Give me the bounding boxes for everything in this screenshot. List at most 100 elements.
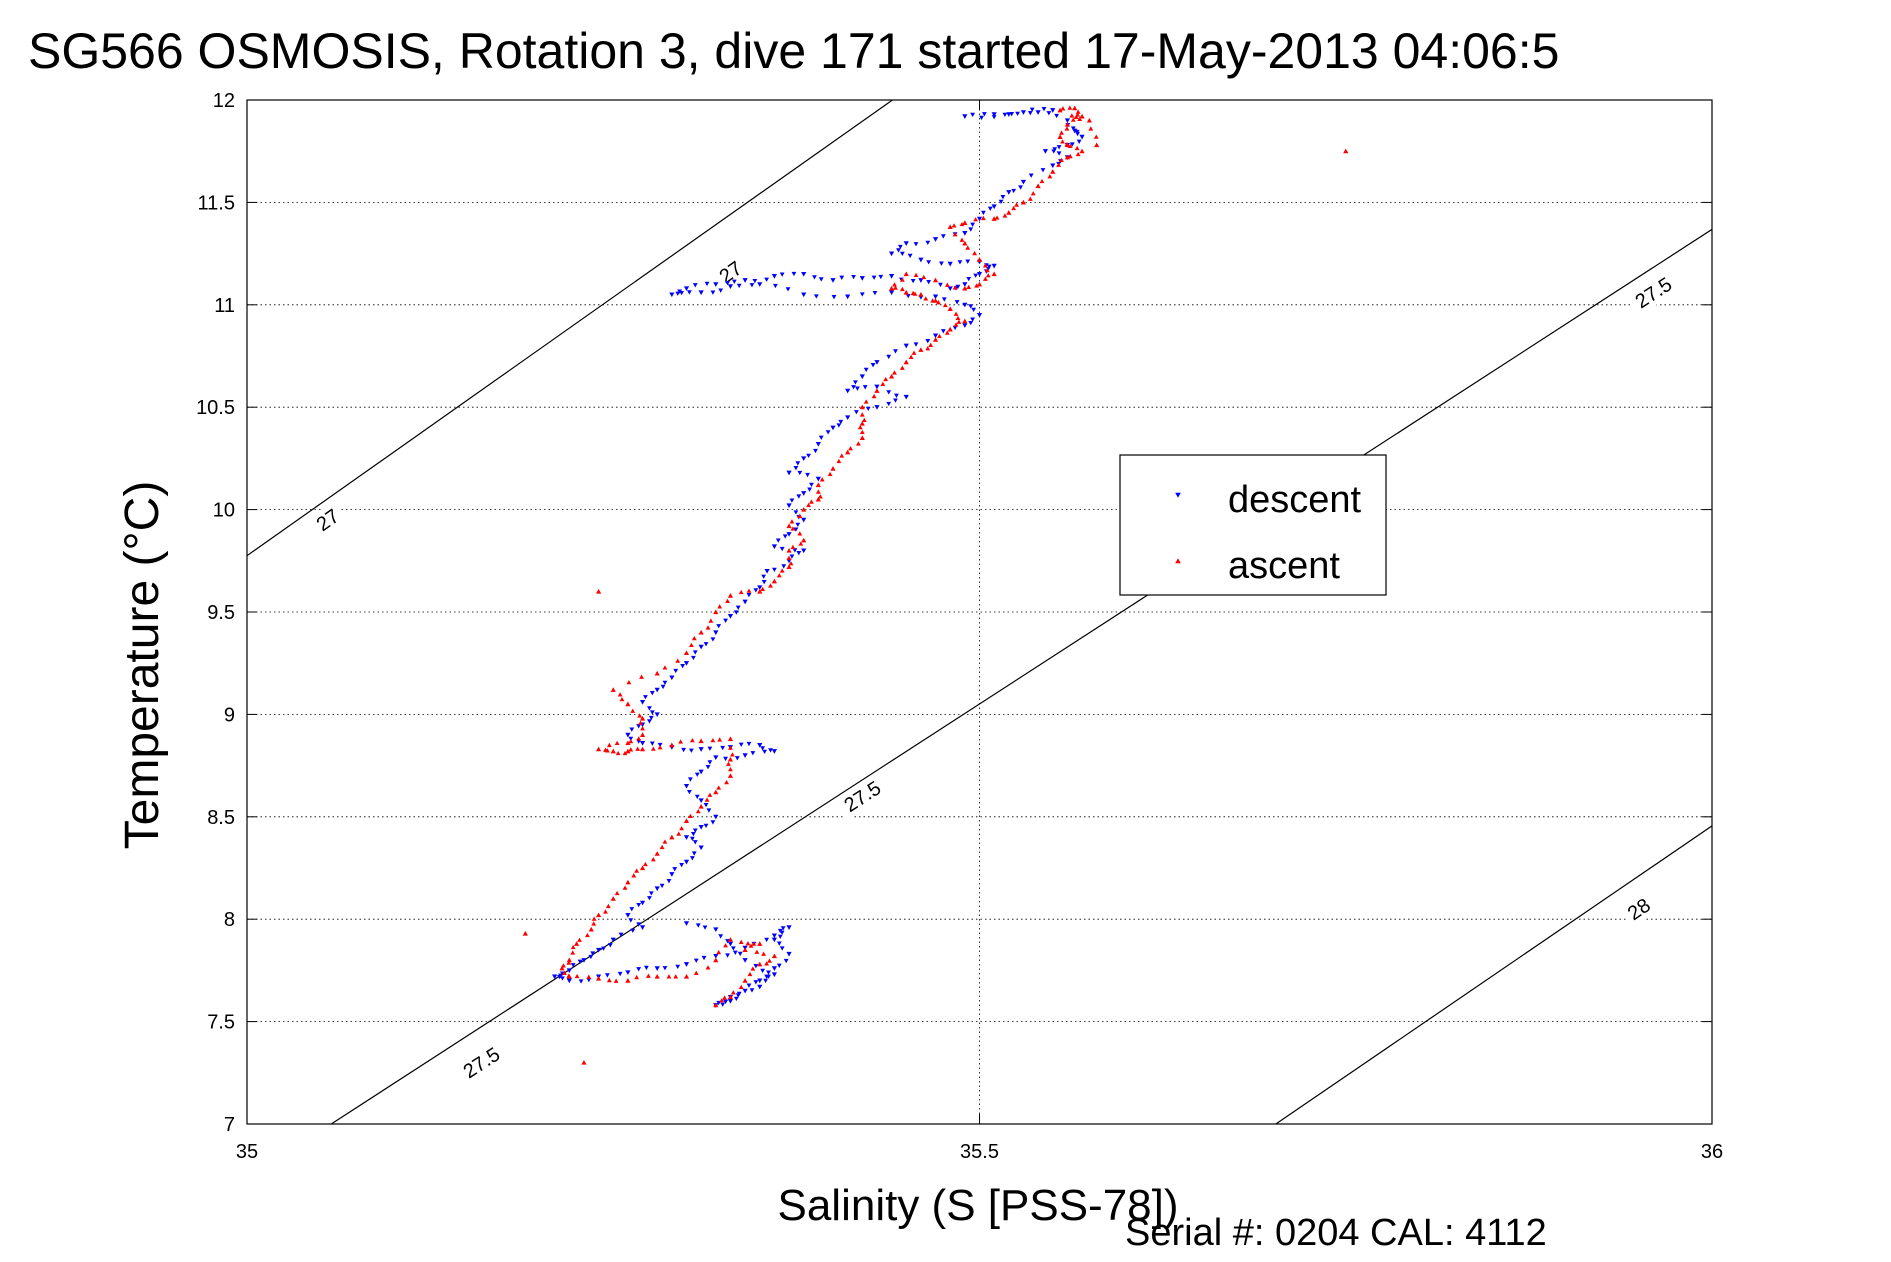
data-point-descent xyxy=(618,932,624,937)
data-point-descent xyxy=(976,272,983,277)
data-point-descent xyxy=(1002,112,1008,118)
data-point-descent xyxy=(962,323,968,328)
data-point-descent xyxy=(1018,185,1023,190)
data-point-descent xyxy=(1046,111,1052,116)
data-point-ascent xyxy=(683,650,690,656)
contour-label-bg xyxy=(833,772,891,821)
data-point-descent xyxy=(764,937,770,943)
data-point-descent xyxy=(813,294,819,299)
data-point-descent xyxy=(957,260,963,265)
data-point-ascent xyxy=(730,752,735,757)
data-point-descent xyxy=(698,824,704,830)
data-point-descent xyxy=(793,466,799,471)
data-point-ascent xyxy=(689,737,695,743)
data-point-descent xyxy=(886,390,892,395)
data-point-ascent xyxy=(1074,145,1080,151)
data-point-descent xyxy=(991,112,997,117)
data-point-ascent xyxy=(757,961,763,967)
data-point-ascent xyxy=(566,973,572,978)
data-point-descent xyxy=(581,958,587,963)
data-point-ascent xyxy=(776,573,782,578)
data-point-descent xyxy=(1020,179,1027,185)
data-point-descent xyxy=(683,962,690,967)
data-point-descent xyxy=(625,913,631,918)
data-point-ascent xyxy=(966,284,972,289)
data-point-ascent xyxy=(859,412,865,417)
data-point-ascent xyxy=(771,953,777,959)
data-point-descent xyxy=(871,275,877,280)
data-point-descent xyxy=(692,840,698,845)
data-point-ascent xyxy=(716,785,722,790)
data-point-descent xyxy=(649,741,655,746)
data-point-ascent xyxy=(815,496,821,502)
data-point-descent xyxy=(791,271,797,277)
density-contour-line xyxy=(330,228,1712,1124)
data-point-descent xyxy=(757,743,763,748)
data-point-descent xyxy=(918,257,924,263)
data-point-ascent xyxy=(845,449,851,455)
data-point-descent xyxy=(932,237,939,242)
data-point-descent xyxy=(1064,118,1070,124)
data-point-ascent xyxy=(705,965,711,970)
data-point-descent xyxy=(796,551,802,556)
data-point-descent xyxy=(786,503,792,509)
data-point-ascent xyxy=(1079,113,1085,119)
data-point-ascent xyxy=(586,974,592,979)
data-point-ascent xyxy=(613,978,619,983)
data-point-ascent xyxy=(619,696,625,702)
data-point-ascent xyxy=(639,732,646,737)
data-point-descent xyxy=(683,661,690,666)
data-point-ascent xyxy=(932,337,939,342)
data-point-ascent xyxy=(959,237,965,242)
data-point-descent xyxy=(692,828,698,833)
data-point-descent xyxy=(886,401,892,407)
data-point-ascent xyxy=(942,302,948,308)
data-point-ascent xyxy=(727,937,734,942)
data-point-ascent xyxy=(639,674,644,679)
data-point-descent xyxy=(998,199,1004,205)
data-point-ascent xyxy=(1079,148,1085,154)
y-tick-label: 9.5 xyxy=(207,602,235,624)
data-point-descent xyxy=(713,282,719,287)
data-point-descent xyxy=(636,724,642,729)
data-point-descent xyxy=(746,741,752,747)
data-point-descent xyxy=(801,491,807,496)
data-point-descent xyxy=(730,946,736,951)
serial-cal-footer: Serial #: 0204 CAL: 4112 xyxy=(1125,1212,1547,1254)
data-point-descent xyxy=(720,1002,726,1007)
data-point-ascent xyxy=(962,318,968,324)
data-point-ascent xyxy=(1002,213,1008,218)
data-point-descent xyxy=(694,772,700,777)
data-point-ascent xyxy=(750,966,756,971)
data-point-ascent xyxy=(713,609,719,615)
data-point-ascent xyxy=(662,839,668,844)
data-point-descent xyxy=(762,749,768,755)
data-point-descent xyxy=(812,275,817,280)
data-point-ascent xyxy=(871,393,877,399)
data-point-ascent xyxy=(889,373,895,379)
data-point-descent xyxy=(617,971,623,977)
data-point-descent xyxy=(763,978,769,984)
data-point-ascent xyxy=(806,502,811,508)
data-point-descent xyxy=(628,736,634,742)
data-point-descent xyxy=(797,470,803,476)
data-point-ascent xyxy=(669,742,675,748)
data-point-ascent xyxy=(625,879,631,885)
data-point-descent xyxy=(1006,112,1012,117)
data-point-descent xyxy=(681,747,687,753)
data-point-ascent xyxy=(801,507,807,512)
data-point-ascent xyxy=(614,740,620,746)
data-point-ascent xyxy=(959,221,965,227)
data-point-descent xyxy=(1015,111,1020,117)
data-point-descent xyxy=(913,242,919,247)
data-point-ascent xyxy=(639,865,646,871)
data-point-ascent xyxy=(676,831,682,836)
data-point-ascent xyxy=(801,537,807,543)
data-point-ascent xyxy=(610,748,616,754)
data-point-descent xyxy=(706,808,712,813)
data-point-descent xyxy=(753,588,759,593)
data-point-ascent xyxy=(622,885,628,890)
data-point-descent xyxy=(698,798,704,804)
data-point-descent xyxy=(970,317,976,322)
data-point-ascent xyxy=(628,747,634,752)
